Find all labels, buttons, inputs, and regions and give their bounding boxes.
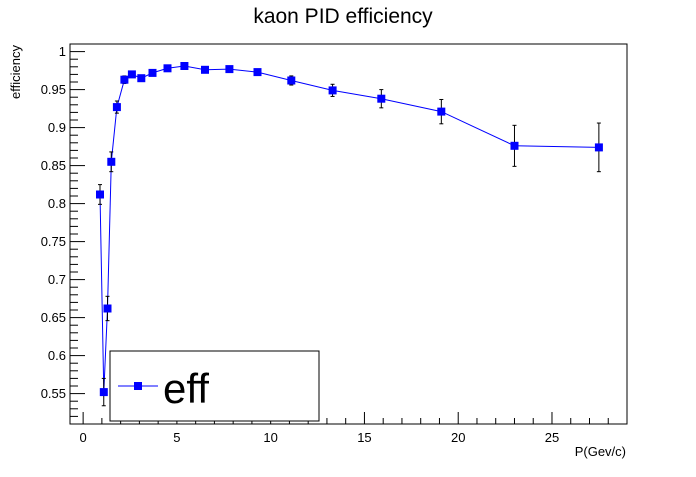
legend-marker-sample bbox=[134, 382, 142, 390]
data-point bbox=[253, 68, 262, 77]
data-point bbox=[201, 65, 209, 74]
x-tick-label: 15 bbox=[357, 430, 371, 445]
data-point bbox=[377, 94, 386, 103]
chart-title: kaon PID efficiency bbox=[253, 5, 433, 28]
series-layer bbox=[96, 62, 603, 407]
y-axis: 0.55 0.6 0.65 0.7 0.75 0.8 0.85 0.9 0.95 1 bbox=[41, 43, 85, 425]
data-point bbox=[103, 304, 112, 313]
data-point bbox=[510, 141, 519, 150]
y-tick-label: 1 bbox=[59, 44, 66, 59]
x-tick-label: 10 bbox=[263, 430, 277, 445]
data-point bbox=[225, 65, 234, 74]
data-point bbox=[328, 86, 337, 95]
y-tick-label: 0.7 bbox=[48, 272, 66, 287]
y-tick-label: 0.8 bbox=[48, 196, 66, 211]
y-tick-label: 0.9 bbox=[48, 120, 66, 135]
x-tick-label: 0 bbox=[80, 430, 87, 445]
x-tick-label: 20 bbox=[451, 430, 465, 445]
data-point bbox=[99, 388, 108, 397]
legend-label: eff bbox=[163, 365, 209, 412]
data-point bbox=[107, 157, 116, 166]
x-axis-label: P(Gev/c) bbox=[575, 444, 626, 459]
data-point bbox=[148, 68, 157, 77]
x-tick-label: 5 bbox=[173, 430, 180, 445]
data-point bbox=[137, 74, 146, 83]
data-point bbox=[180, 62, 189, 70]
x-tick-label: 25 bbox=[545, 430, 559, 445]
data-point bbox=[594, 143, 603, 152]
legend: eff bbox=[109, 350, 320, 422]
data-point bbox=[112, 103, 121, 112]
y-axis-label: efficiency bbox=[8, 45, 23, 99]
y-tick-label: 0.65 bbox=[41, 310, 66, 325]
series-line bbox=[99, 65, 599, 393]
data-point bbox=[120, 75, 129, 84]
data-point bbox=[437, 107, 446, 116]
y-tick-label: 0.85 bbox=[41, 158, 66, 173]
data-point bbox=[96, 190, 104, 199]
data-point bbox=[127, 70, 136, 79]
y-tick-label: 0.55 bbox=[41, 386, 66, 401]
legend-box bbox=[109, 350, 320, 422]
y-tick-label: 0.95 bbox=[41, 82, 66, 97]
y-tick-label: 0.6 bbox=[48, 348, 66, 363]
data-point bbox=[287, 76, 296, 85]
y-tick-label: 0.75 bbox=[41, 234, 66, 249]
data-point bbox=[163, 64, 172, 73]
